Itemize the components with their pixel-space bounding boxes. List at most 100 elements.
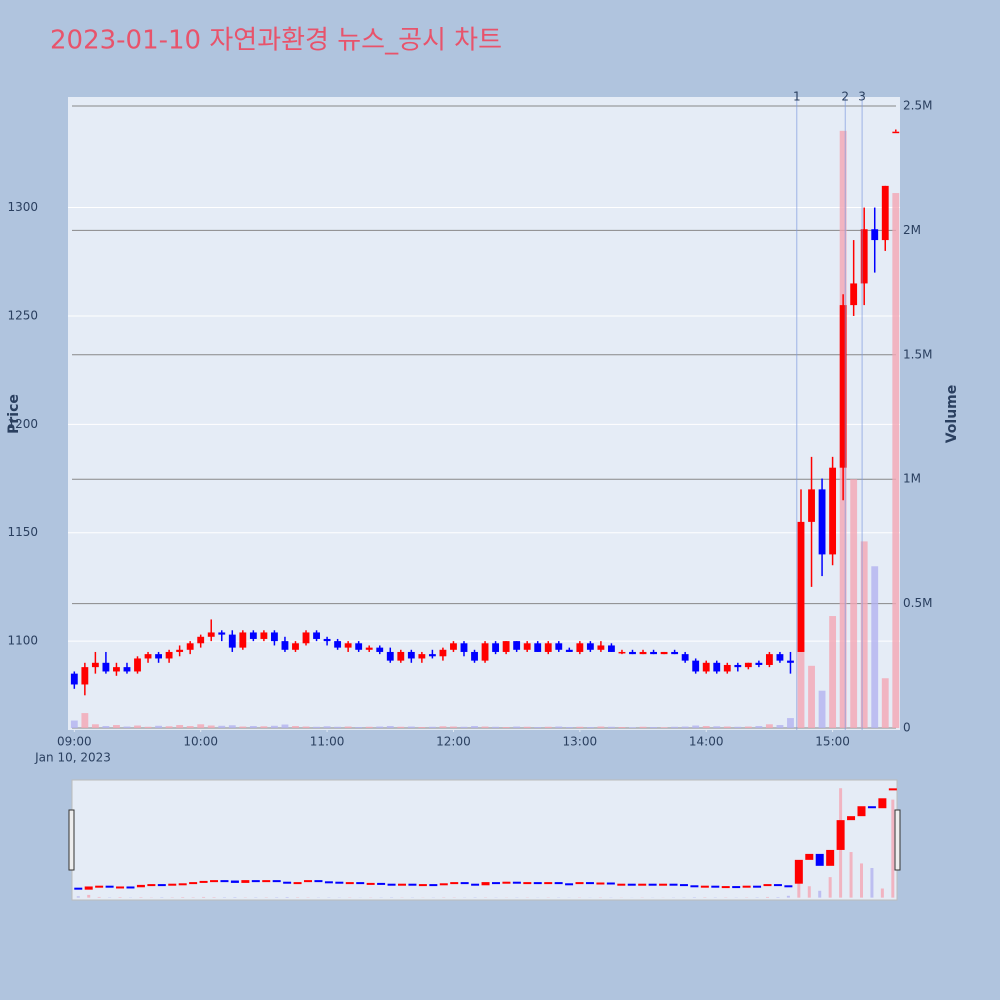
candle-body [407,651,415,659]
candle-body [344,643,352,648]
candle-body [534,643,542,652]
candle-body [713,662,721,672]
rangeslider-candle [742,885,751,888]
chart-title: 2023-01-10 자연과환경 뉴스_공시 차트 [50,26,502,56]
volume-bar [871,566,879,729]
candle-body [734,664,742,668]
candle-body [744,662,752,668]
candle-body [797,521,805,652]
y2-axis-title: Volume [944,385,960,444]
candle-body [881,185,889,241]
rangeslider-volume [807,886,811,898]
rangeslider-candle [460,882,469,885]
rangeslider-candle [679,884,688,887]
rangeslider-volume [776,897,780,898]
rangeslider-candle [314,880,323,883]
rangeslider-candle [418,884,427,887]
volume-bar [144,726,152,729]
rangeslider-candle [669,883,678,886]
candle-body [165,651,173,659]
candle-body [102,662,110,672]
candle-body [565,649,573,652]
rangeslider-volume [97,896,101,898]
volume-bar [597,726,605,729]
candle-body [197,636,205,644]
rangeslider-candle [126,886,135,889]
rangeslider-handle-right[interactable] [894,809,901,871]
candle-body [397,651,405,661]
rangeslider-candle [753,885,762,888]
volume-bar [249,726,257,729]
rangeslider-volume [181,897,185,898]
rangeslider-candle [888,788,897,791]
y-axis-title: Price [6,394,22,434]
candle-body [218,632,226,635]
volume-bar [292,726,299,729]
volume-bar [892,193,900,729]
candle-body [850,283,858,306]
candle-body [460,643,468,652]
volume-bar [239,726,247,729]
candle-body [334,641,342,648]
rangeslider[interactable] [71,779,898,901]
candle-body [313,632,320,639]
y-tick-label: 1300 [7,200,38,214]
candle-body [692,660,700,672]
volume-bar [713,726,721,729]
rangeslider-candle [784,885,793,888]
volume-bar [302,726,310,729]
volume-bar [218,725,226,729]
candle-body [186,643,194,650]
candle-body [134,658,141,672]
x-tick-label: 13:00 [563,735,598,749]
volume-bar [334,726,342,729]
rangeslider-candle [84,886,93,890]
rangeslider-candle [324,881,333,884]
volume-bar [702,726,710,729]
candle-body [144,654,152,659]
candle-body [207,632,215,637]
volume-bar [134,725,141,729]
candle-body [123,667,131,672]
rangeslider-candle [471,883,480,886]
rangeslider-candle [251,880,260,883]
rangeslider-volume [118,897,122,898]
volume-bar [102,726,110,729]
rangeslider-volume [766,896,770,898]
candle-body [513,641,521,650]
candle-body [755,662,763,665]
rangeslider-handle-left[interactable] [68,809,75,871]
volume-bar [639,726,647,729]
candle-body [839,305,847,468]
rangeslider-candle [178,883,187,886]
candle-body [776,654,784,661]
rangeslider-candle [606,882,615,885]
candle-body [555,643,563,650]
volume-bar [228,725,236,729]
candle-body [481,643,489,661]
y-tick-label: 1200 [7,417,38,431]
x-date-label: Jan 10, 2023 [34,751,111,765]
candle-body [155,654,162,659]
rangeslider-volume [797,870,801,898]
candle-body [639,651,647,655]
rangeslider-candle [648,883,657,886]
rangeslider-candle [157,884,166,887]
candle-body [871,229,879,241]
candle-body [787,660,794,663]
rangeslider-candle [74,887,83,890]
volume-bar [207,725,215,729]
y-tick-label: 1150 [7,525,38,539]
rangeslider-candle [199,880,208,883]
rangeslider-candle [826,849,835,866]
rangeslider-candle [210,880,219,883]
candle-body [418,654,426,659]
rangeslider-candle [429,884,438,887]
rangeslider-candle [847,816,856,821]
y-tick-label: 1100 [7,634,38,648]
candle-body [818,489,826,555]
volume-bar [365,726,373,729]
rangeslider-candle [116,886,125,889]
candle-body [292,643,299,650]
candle-body [723,664,731,672]
